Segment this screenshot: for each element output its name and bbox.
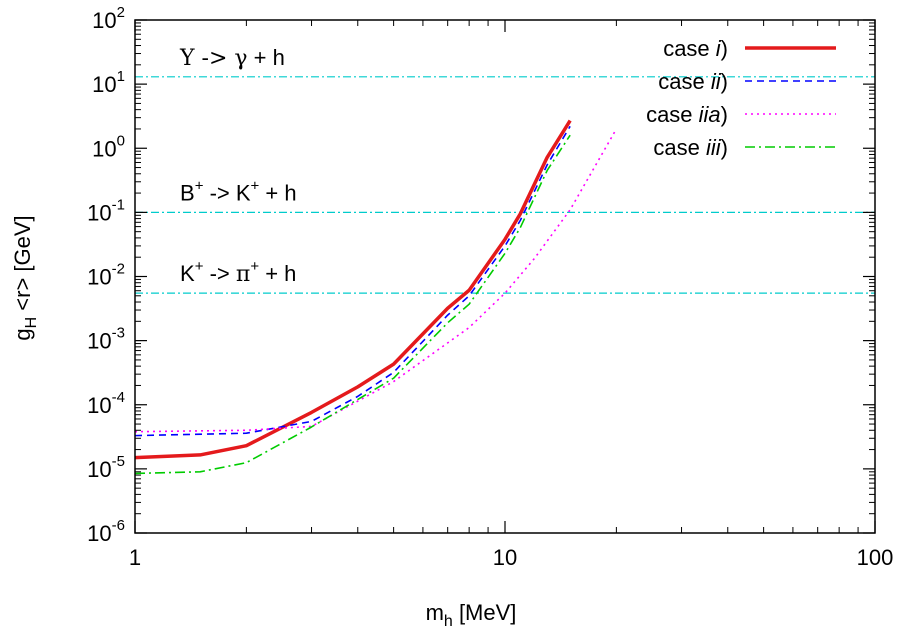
legend-label-4: case iii) xyxy=(653,135,728,160)
y-axis: 10-6 10-5 10-4 10-3 10-2 10-1 100 101 102 xyxy=(87,4,875,546)
reference-line-label-1: Υ -> γ + h xyxy=(179,45,285,71)
y-tick-label: 10-4 xyxy=(87,389,125,418)
plot-background xyxy=(135,20,875,533)
x-tick-label: 10 xyxy=(493,545,517,570)
legend-label-1: case i) xyxy=(663,36,728,61)
y-tick-label: 101 xyxy=(92,68,125,97)
plot-area xyxy=(135,20,875,533)
series-line-3 xyxy=(134,128,618,433)
x-axis-label: mh [MeV] xyxy=(426,600,517,630)
legend-label-2: case ii) xyxy=(658,69,728,94)
x-tick-label: 1 xyxy=(129,545,141,570)
series-line-1 xyxy=(134,119,572,460)
x-tick-label: 100 xyxy=(857,545,894,570)
y-tick-label: 102 xyxy=(92,4,125,33)
legend: case i) case ii) case iia) case iii) xyxy=(646,36,836,160)
legend-label-3: case iia) xyxy=(646,102,728,127)
series-lines xyxy=(134,119,618,475)
series-line-4 xyxy=(134,134,571,475)
y-tick-label: 10-6 xyxy=(87,517,125,546)
annotations: Υ -> γ + h B+ -> K+ + h K+ -> π+ + h xyxy=(179,45,297,287)
y-tick-label: 10-1 xyxy=(87,196,125,225)
y-tick-label: 10-2 xyxy=(87,261,125,290)
y-tick-label: 100 xyxy=(92,132,125,161)
y-tick-label: 10-5 xyxy=(87,453,125,482)
series-line-2 xyxy=(134,125,571,437)
reference-line-label-2: B+ -> K+ + h xyxy=(180,177,297,205)
y-axis-label: gH <r> [GeV] xyxy=(10,215,40,340)
reference-line-label-3: K+ -> π+ + h xyxy=(180,258,296,287)
y-tick-label: 10-3 xyxy=(87,325,125,354)
x-axis: 1 10 100 xyxy=(129,20,893,570)
reference-lines xyxy=(135,76,875,294)
